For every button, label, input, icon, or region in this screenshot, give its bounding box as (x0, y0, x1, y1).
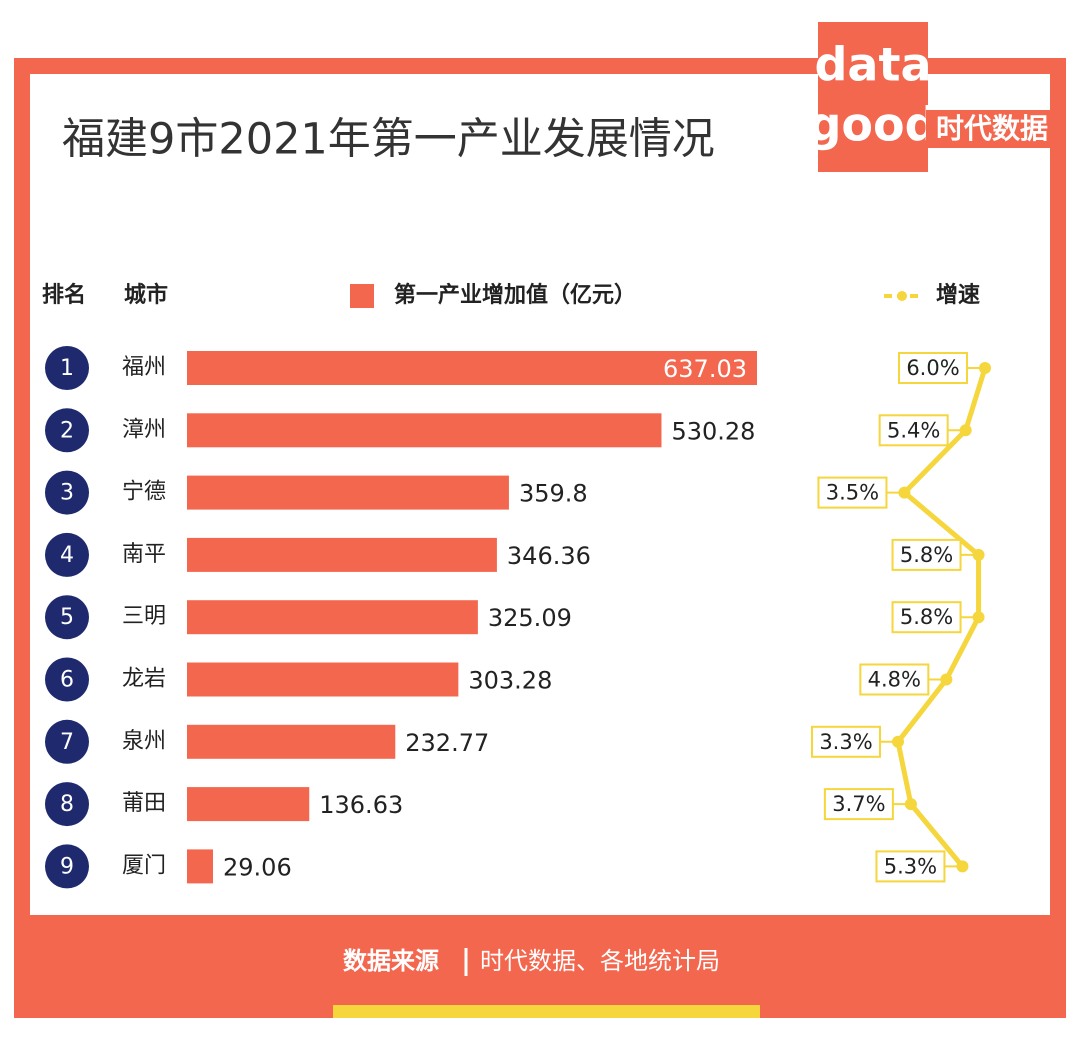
rank-label: 2 (60, 418, 74, 443)
growth-dot (904, 798, 917, 811)
bar-value-label: 637.03 (663, 355, 747, 383)
city-label: 泉州 (122, 729, 166, 754)
bar (187, 724, 396, 759)
growth-label: 3.7% (832, 792, 885, 816)
bar-value-label: 325.09 (488, 604, 572, 632)
legend-swatch (350, 284, 374, 308)
rank-badge (45, 408, 89, 453)
legend-label: 增速 (936, 282, 980, 308)
city-label: 厦门 (122, 853, 166, 878)
bar-value-label: 136.63 (319, 791, 403, 819)
logo-tag: 时代数据 (936, 112, 1048, 145)
city-label: 福州 (122, 355, 166, 380)
growth-label: 6.0% (906, 356, 959, 380)
logo-block (818, 22, 928, 172)
growth-dot (979, 362, 991, 374)
growth-label: 5.8% (900, 543, 953, 567)
bar (187, 600, 478, 635)
rank-badge (45, 346, 89, 390)
growth-label: 5.4% (887, 418, 940, 442)
growth-dot (892, 735, 904, 748)
label-box (891, 601, 962, 634)
city-label: 莆田 (122, 791, 166, 816)
growth-dot (972, 548, 985, 561)
growth-dot (898, 486, 911, 499)
label-box (878, 414, 949, 447)
rank-label: 6 (60, 668, 74, 693)
rank-badge (45, 657, 89, 702)
city-header: 城市 (124, 282, 168, 308)
bar (187, 662, 459, 697)
growth-dot (959, 424, 972, 437)
city-label: 三明 (122, 604, 166, 629)
bar (187, 787, 310, 822)
footer-accent (333, 1005, 760, 1018)
rank-label: 4 (60, 543, 74, 568)
bar-value-label: 346.36 (507, 542, 591, 570)
growth-label: 5.3% (884, 854, 937, 878)
bar (187, 413, 662, 448)
label-box (859, 663, 930, 696)
logo-tag-bg (926, 110, 1058, 148)
city-label: 南平 (122, 542, 166, 567)
legend-label: 第一产业增加值（亿元） (394, 282, 636, 308)
rank-badge (45, 532, 89, 577)
rank-header: 排名 (42, 282, 86, 308)
bar (187, 537, 497, 572)
logo-bottom: good (808, 98, 937, 152)
bar (187, 351, 757, 385)
rank-label: 1 (60, 356, 74, 381)
rank-label: 5 (60, 605, 74, 630)
rank-badge (45, 719, 89, 764)
label-box (817, 476, 888, 509)
bar-value-label: 232.77 (405, 729, 489, 757)
label-box (891, 538, 962, 571)
growth-label: 3.5% (826, 481, 879, 505)
label-box (811, 725, 881, 758)
logo-top: data (815, 38, 932, 92)
bar (187, 849, 214, 884)
bar-value-label: 303.28 (468, 667, 552, 695)
growth-label: 4.8% (868, 668, 921, 692)
rank-badge (45, 470, 89, 515)
bar-value-label: 29.06 (223, 853, 292, 881)
rank-badge (45, 782, 89, 827)
growth-dot (972, 611, 985, 624)
growth-dot (956, 860, 969, 873)
label-box (823, 788, 894, 821)
rank-badge (45, 595, 89, 640)
city-label: 宁德 (122, 480, 166, 505)
bar-value-label: 530.28 (671, 417, 755, 445)
growth-label: 5.8% (900, 605, 953, 629)
source-label: 数据来源 (343, 947, 439, 975)
rank-label: 8 (60, 792, 74, 817)
rank-label: 7 (60, 730, 74, 755)
rank-label: 3 (60, 481, 74, 506)
growth-dot (940, 673, 953, 686)
legend-dot (897, 291, 907, 301)
city-label: 龙岩 (122, 667, 166, 692)
growth-label: 3.3% (819, 730, 872, 754)
title: 福建9市2021年第一产业发展情况 (62, 115, 715, 165)
label-box (898, 352, 968, 384)
rank-label: 9 (60, 854, 74, 879)
rank-badge (45, 844, 89, 889)
label-box (875, 850, 946, 883)
source-text: 时代数据、各地统计局 (480, 947, 720, 975)
bar-value-label: 359.8 (519, 480, 588, 508)
city-label: 漳州 (122, 417, 166, 442)
bar (187, 475, 509, 510)
